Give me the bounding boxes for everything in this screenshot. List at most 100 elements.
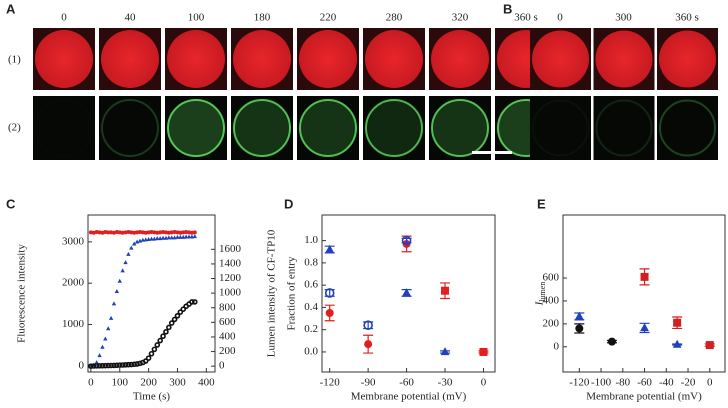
point: [575, 324, 584, 333]
image-tile: [297, 96, 359, 160]
point: [134, 361, 140, 367]
point: [131, 241, 137, 246]
y-tick-label: 2000: [62, 277, 85, 289]
point: [149, 236, 154, 241]
time-label: 100: [188, 12, 205, 24]
vesicle: [35, 30, 93, 88]
point: [673, 318, 682, 327]
vesicle-lumen: [366, 100, 422, 156]
point: [640, 272, 649, 281]
point: [640, 323, 649, 332]
vesicle: [101, 30, 159, 88]
y-tick-label: 1000: [62, 318, 85, 330]
point: [142, 358, 149, 364]
point: [105, 362, 112, 369]
vesicle-lumen: [234, 100, 290, 156]
y2-tick-label: 1200: [219, 272, 242, 284]
x-tick-label: -20: [681, 377, 696, 389]
point: [122, 362, 129, 368]
y-tick-label: 200: [543, 317, 560, 329]
point: [191, 299, 198, 305]
point: [99, 362, 106, 369]
point: [148, 350, 155, 357]
y-tick-label: 400: [543, 294, 560, 306]
point: [106, 326, 111, 331]
point: [94, 360, 99, 365]
scale-bar: [472, 151, 512, 154]
point: [88, 363, 94, 369]
vesicle-lumen: [432, 100, 488, 156]
y2-tick-label: 600: [219, 316, 236, 328]
point: [108, 315, 114, 320]
image-tile: [99, 96, 161, 160]
vesicle: [299, 30, 357, 88]
y-tick-label: 0.6: [304, 279, 318, 291]
point: [441, 286, 450, 295]
plot-frame: [562, 214, 726, 373]
point: [97, 353, 102, 358]
point: [186, 234, 192, 239]
point: [192, 230, 197, 235]
x-tick-label: -100: [591, 377, 612, 389]
x-tick-label: -120: [569, 377, 590, 389]
point: [177, 309, 184, 315]
point: [114, 289, 120, 294]
point: [672, 339, 682, 348]
point: [168, 320, 175, 326]
row-label: (2): [8, 122, 21, 134]
image-tile: [363, 96, 425, 160]
vesicle-lumen: [168, 100, 224, 156]
point: [123, 260, 128, 265]
point: [119, 362, 126, 368]
point: [145, 355, 152, 361]
point: [106, 230, 111, 235]
point: [125, 361, 132, 368]
point: [155, 236, 160, 241]
image-tile: [165, 96, 227, 160]
x-axis-label: Membrane potential (mV): [586, 391, 702, 403]
panel-label: D: [284, 196, 293, 211]
x-tick-label: 100: [112, 377, 129, 389]
point: [324, 288, 335, 298]
image-tile: [231, 96, 293, 160]
point: [103, 336, 108, 341]
x-tick-label: 200: [140, 377, 157, 389]
time-label: 280: [386, 12, 403, 24]
point: [120, 268, 125, 273]
y-tick-label: 0: [79, 359, 85, 371]
vesicle: [532, 30, 589, 88]
point: [157, 337, 163, 344]
y2-tick-label: 200: [219, 345, 236, 357]
point: [166, 235, 172, 240]
point: [126, 251, 131, 256]
y-tick-label: 0.2: [304, 323, 318, 335]
x-tick-label: -60: [637, 377, 652, 389]
point: [111, 362, 117, 369]
x-axis-label: Time (s): [133, 391, 171, 403]
x-tick-label: 300: [169, 377, 186, 389]
panel-label: C: [6, 196, 16, 211]
point: [178, 234, 183, 239]
vesicle: [431, 30, 489, 88]
point: [325, 244, 335, 253]
panel-label: A: [6, 1, 16, 16]
time-label: 360 s: [514, 12, 538, 24]
point: [160, 235, 166, 240]
image-tile: [593, 96, 655, 160]
y-tick-label: 0.4: [304, 301, 318, 313]
point: [154, 342, 161, 348]
vesicle-ring: [365, 99, 423, 157]
point: [166, 324, 172, 331]
y-tick-label: 0: [554, 340, 560, 352]
point: [402, 288, 411, 297]
vesicle-ring: [659, 99, 716, 157]
point: [131, 361, 137, 368]
x-tick-label: -120: [320, 377, 341, 389]
vesicle-ring: [101, 99, 159, 157]
point: [151, 346, 158, 353]
time-label: 220: [320, 12, 337, 24]
point: [171, 316, 178, 323]
y-axis-label: Ilumen: [534, 282, 547, 307]
vesicle: [595, 30, 653, 88]
